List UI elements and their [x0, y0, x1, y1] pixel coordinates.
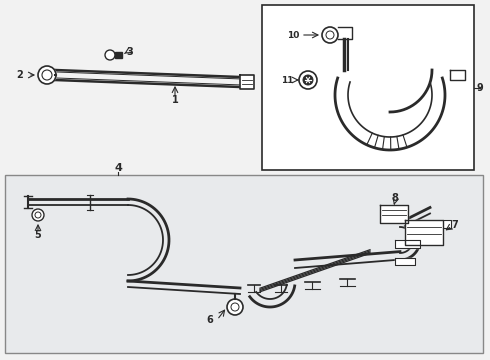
Text: 10: 10 — [287, 31, 299, 40]
Circle shape — [38, 66, 56, 84]
Polygon shape — [443, 220, 451, 228]
Bar — [5, 175, 483, 353]
Polygon shape — [395, 240, 420, 248]
Circle shape — [227, 299, 243, 315]
Polygon shape — [115, 52, 122, 58]
Polygon shape — [405, 220, 443, 245]
Text: 4: 4 — [114, 163, 122, 173]
Circle shape — [322, 27, 338, 43]
Polygon shape — [380, 205, 408, 223]
Polygon shape — [338, 27, 352, 39]
Text: 3: 3 — [126, 47, 133, 57]
Text: 9: 9 — [477, 83, 483, 93]
Circle shape — [32, 209, 44, 221]
Text: 6: 6 — [207, 315, 213, 325]
Polygon shape — [450, 70, 465, 80]
Polygon shape — [240, 75, 254, 89]
Circle shape — [303, 75, 313, 85]
Text: 7: 7 — [452, 220, 458, 230]
Bar — [262, 5, 474, 170]
Text: 8: 8 — [392, 193, 398, 203]
Text: 11: 11 — [281, 76, 293, 85]
Text: 5: 5 — [35, 230, 41, 240]
Text: 1: 1 — [172, 95, 178, 105]
Circle shape — [299, 71, 317, 89]
Polygon shape — [395, 258, 415, 265]
Circle shape — [105, 50, 115, 60]
Text: 2: 2 — [17, 70, 24, 80]
